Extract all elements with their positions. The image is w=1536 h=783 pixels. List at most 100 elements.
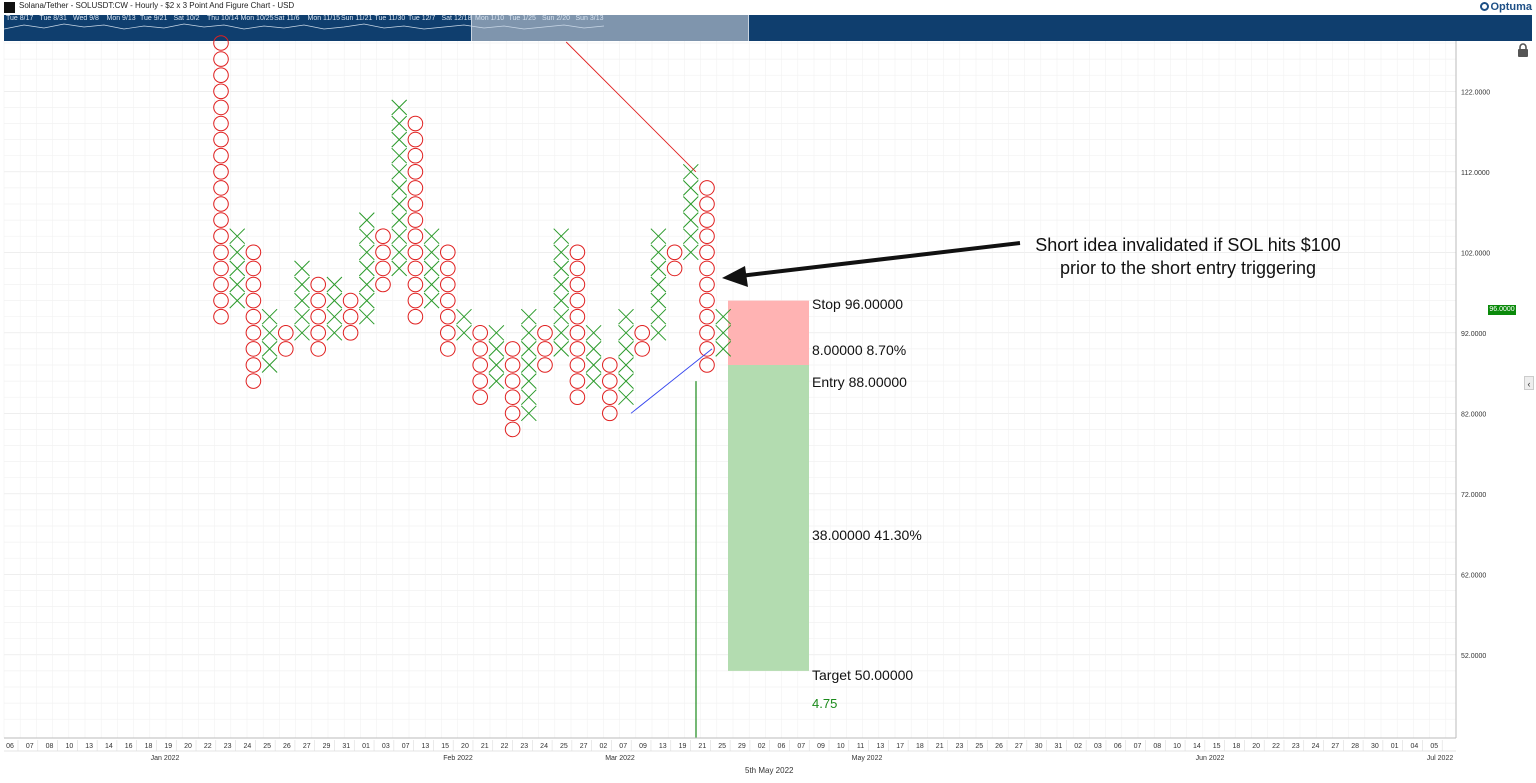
time-tick-label: 23 bbox=[1292, 743, 1300, 750]
x-stroke bbox=[423, 228, 440, 245]
x-stroke bbox=[358, 228, 375, 245]
x-mark bbox=[650, 244, 667, 261]
overview-date-label: Sun 11/21 bbox=[341, 15, 373, 22]
o-mark bbox=[213, 131, 229, 148]
time-tick-label: 03 bbox=[1094, 743, 1102, 750]
overview-navigator[interactable]: Tue 8/17 Tue 8/31 Wed 9/8 Mon 9/13 Tue 9/21 S… bbox=[4, 15, 1532, 41]
x-mark bbox=[682, 228, 699, 245]
overview-date-label: Mon 1/10 bbox=[475, 15, 505, 22]
time-tick-label: 03 bbox=[382, 743, 390, 750]
x-mark bbox=[520, 341, 537, 357]
x-mark bbox=[650, 260, 667, 277]
x-stroke bbox=[520, 373, 537, 389]
time-tick-label: 31 bbox=[342, 743, 350, 750]
collapse-panel-icon[interactable]: ‹ bbox=[1524, 376, 1534, 390]
x-mark bbox=[553, 324, 570, 341]
time-tick-label: 20 bbox=[1252, 743, 1260, 750]
o-mark bbox=[342, 325, 359, 341]
x-stroke bbox=[618, 324, 634, 341]
o-mark bbox=[245, 260, 262, 277]
x-stroke bbox=[423, 276, 440, 293]
o-mark bbox=[407, 196, 424, 212]
x-mark bbox=[294, 308, 310, 325]
o-mark bbox=[310, 341, 327, 357]
risk-label: 8.00000 8.70% bbox=[812, 342, 907, 358]
brand-logo: Optuma bbox=[1480, 1, 1532, 13]
o-mark bbox=[213, 244, 229, 261]
overview-date-label: Sat 12/18 bbox=[441, 15, 472, 22]
x-mark bbox=[261, 308, 278, 325]
x-mark bbox=[326, 308, 343, 325]
current-date-label: 5th May 2022 bbox=[745, 766, 794, 775]
o-mark bbox=[569, 292, 586, 309]
x-stroke bbox=[553, 341, 570, 357]
time-tick-label: 28 bbox=[1351, 743, 1359, 750]
time-tick-label: 25 bbox=[718, 743, 726, 750]
o-mark bbox=[407, 228, 424, 244]
x-mark bbox=[294, 324, 310, 341]
o-mark bbox=[310, 308, 327, 325]
o-mark bbox=[375, 228, 391, 244]
o-mark bbox=[569, 276, 586, 293]
annotation-line-2: prior to the short entry triggering bbox=[1059, 258, 1317, 278]
overview-date-label: Mon 10/25 bbox=[240, 15, 274, 22]
trendline bbox=[630, 348, 713, 414]
x-mark bbox=[423, 276, 440, 293]
o-mark bbox=[440, 325, 456, 341]
o-mark bbox=[666, 244, 683, 261]
x-mark bbox=[391, 131, 408, 148]
x-mark bbox=[423, 228, 440, 245]
current-price-tag: 96.0000 bbox=[1488, 305, 1516, 315]
time-tick-label: 17 bbox=[896, 743, 904, 750]
chart-grid bbox=[3, 41, 1456, 738]
x-stroke bbox=[294, 260, 310, 277]
o-mark bbox=[569, 325, 586, 341]
x-stroke bbox=[326, 308, 343, 325]
x-mark bbox=[520, 324, 537, 341]
o-mark bbox=[440, 292, 456, 309]
x-mark bbox=[229, 228, 246, 245]
o-mark bbox=[504, 341, 521, 357]
x-stroke bbox=[423, 292, 440, 309]
arrow-head bbox=[722, 266, 748, 287]
o-mark bbox=[310, 325, 327, 341]
time-tick-label: 11 bbox=[857, 743, 864, 750]
x-stroke bbox=[358, 260, 375, 277]
x-stroke bbox=[391, 244, 408, 261]
x-mark bbox=[326, 292, 343, 309]
x-mark bbox=[261, 324, 278, 341]
x-mark bbox=[682, 163, 699, 180]
x-mark bbox=[391, 163, 408, 180]
overview-date-label: Tue 11/30 bbox=[374, 15, 406, 22]
time-tick-label: 24 bbox=[1312, 743, 1320, 750]
x-stroke bbox=[391, 212, 408, 228]
time-tick-label: 27 bbox=[303, 743, 311, 750]
x-mark bbox=[650, 308, 667, 325]
o-mark bbox=[407, 164, 424, 180]
month-label: May 2022 bbox=[852, 755, 883, 762]
lock-icon[interactable] bbox=[1515, 42, 1531, 58]
x-stroke bbox=[618, 308, 634, 325]
month-label: Jul 2022 bbox=[1427, 755, 1454, 762]
o-mark bbox=[440, 276, 456, 293]
o-mark bbox=[213, 164, 229, 180]
price-tick-label: 52.0000 bbox=[1461, 653, 1486, 660]
x-mark bbox=[391, 212, 408, 228]
o-mark bbox=[569, 260, 586, 277]
x-stroke bbox=[715, 308, 732, 325]
x-stroke bbox=[261, 341, 278, 357]
x-stroke bbox=[618, 341, 634, 357]
o-mark bbox=[213, 115, 229, 132]
x-mark bbox=[553, 308, 570, 325]
time-tick-label: 19 bbox=[164, 743, 172, 750]
o-mark bbox=[213, 196, 229, 212]
x-stroke bbox=[294, 324, 310, 341]
risk-reward-ratio: 4.75 bbox=[812, 696, 838, 711]
trendlines bbox=[565, 41, 713, 738]
o-mark bbox=[666, 260, 683, 277]
x-stroke bbox=[585, 357, 602, 373]
x-stroke bbox=[229, 292, 246, 309]
o-mark bbox=[213, 83, 229, 100]
o-mark bbox=[472, 357, 489, 373]
